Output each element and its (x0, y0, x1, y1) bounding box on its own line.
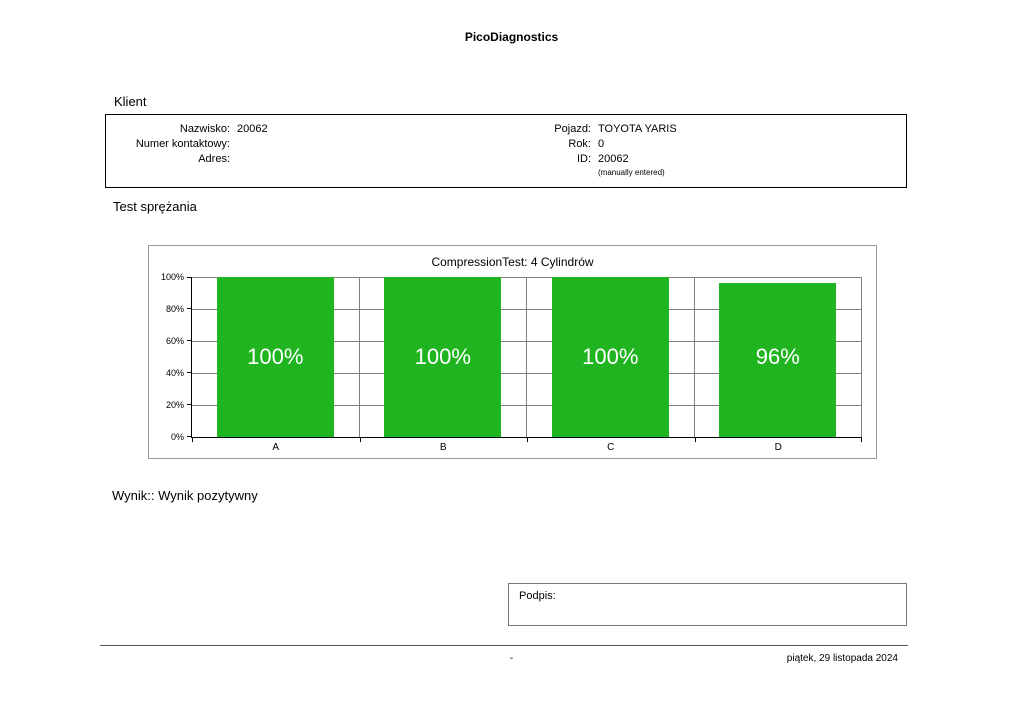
y-axis-tick (187, 277, 192, 278)
x-axis-label-c: C (607, 442, 615, 453)
client-name-label: Nazwisko: (179, 123, 230, 135)
gridline-h (192, 341, 862, 342)
y-axis-tick-label: 20% (165, 400, 184, 410)
bar-label-d: 96% (755, 344, 800, 369)
year-label: Rok: (568, 138, 591, 150)
x-axis-tick (694, 437, 696, 442)
bar-label-c: 100% (582, 344, 639, 369)
test-section-label: Test sprężania (113, 199, 197, 214)
gridline-h (192, 309, 862, 310)
x-axis-tick (527, 437, 528, 442)
bar-cylinder-c (551, 277, 669, 437)
bar-label-a: 100% (247, 344, 304, 369)
chart-plot: 100% 100% 100% 96% 100% 80% 60% 40% 20% … (161, 272, 862, 453)
gridline-h (192, 277, 862, 278)
compression-chart: CompressionTest: 4 Cylindrów 100% 100% 1… (148, 245, 877, 459)
note-spacer (486, 167, 591, 178)
x-axis-tick (192, 437, 193, 442)
client-section-label: Klient (114, 94, 147, 109)
client-info-box: Nazwisko: 20062 Numer kontaktowy: Adres:… (105, 114, 907, 188)
y-axis-tick-label: 40% (165, 368, 184, 378)
y-axis-tick-label: 60% (165, 336, 184, 346)
client-contact-label: Numer kontaktowy: (135, 138, 230, 150)
bar-cylinder-d (719, 283, 837, 437)
y-axis-tick (187, 308, 192, 309)
y-axis-tick (187, 372, 192, 373)
chart-cell-b: 100% (360, 277, 527, 437)
y-axis-tick (187, 436, 192, 437)
result-line: Wynik:: Wynik pozytywny (112, 488, 258, 503)
signature-box: Podpis: (508, 583, 907, 626)
x-axis-tick (861, 437, 862, 442)
y-axis-tick (187, 404, 192, 405)
gridline-h (192, 373, 862, 374)
x-axis-label-b: B (439, 442, 447, 453)
chart-title: CompressionTest: 4 Cylindrów (431, 255, 594, 269)
footer-divider (100, 645, 908, 646)
client-contact-value (237, 137, 268, 151)
chart-cell-c: 100% (527, 277, 695, 437)
client-fields-right: Pojazd: TOYOTA YARIS Rok: 0 ID: 20062 (m… (486, 122, 677, 178)
vehicle-label: Pojazd: (554, 123, 591, 135)
report-title: PicoDiagnostics (464, 30, 559, 44)
signature-label: Podpis: (519, 590, 556, 602)
y-axis-tick (187, 340, 192, 341)
chart-cell-d: 96% (695, 277, 862, 437)
vehicle-value: TOYOTA YARIS (598, 123, 677, 135)
id-value: 20062 (598, 153, 629, 165)
client-fields-left: Nazwisko: 20062 Numer kontaktowy: Adres: (114, 122, 268, 166)
year-value: 0 (598, 138, 605, 150)
footer-page-marker: - (509, 653, 514, 664)
chart-cell-a: 100% (192, 277, 360, 437)
result-value: Wynik pozytywny (158, 488, 258, 503)
y-axis-tick-label: 80% (165, 304, 184, 314)
manually-entered-note: (manually entered) (598, 168, 665, 177)
footer-date: piątek, 29 listopada 2024 (786, 653, 898, 664)
id-label: ID: (576, 153, 591, 165)
bar-cylinder-b (384, 277, 502, 437)
gridline-h (192, 405, 862, 406)
bar-cylinder-a (216, 277, 334, 437)
x-axis-label-a: A (272, 442, 280, 453)
result-label: Wynik:: (112, 488, 155, 503)
client-address-label: Adres: (198, 153, 230, 165)
x-axis-label-d: D (774, 442, 782, 453)
y-axis-tick-label: 100% (160, 272, 184, 282)
y-axis-tick-label: 0% (170, 432, 184, 442)
x-axis-tick (359, 437, 361, 442)
client-name-value: 20062 (237, 123, 268, 135)
bar-label-b: 100% (414, 344, 471, 369)
client-address-value (237, 152, 268, 166)
